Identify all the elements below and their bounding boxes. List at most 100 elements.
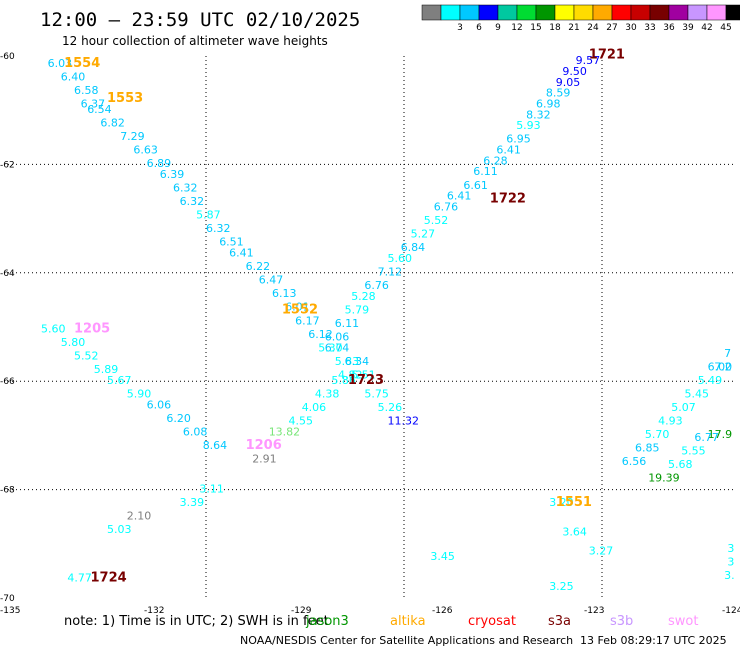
data-point-label: 9.57 [576,54,601,67]
data-point-label: 6.01 [285,301,310,314]
data-point-label: 9.50 [562,65,587,78]
data-point-label: 6.06 [325,331,350,344]
data-point-label: 4.82 [338,368,363,381]
legend-swatch [611,4,632,21]
data-point-label: 6.08 [183,425,208,438]
grid-lines [8,56,734,598]
data-point-label: 6.61 [463,179,488,192]
pass-number-label: 1724 [91,571,127,586]
data-point-label: 6.11 [335,317,360,330]
page-subtitle: 12 hour collection of altimeter wave hei… [62,34,328,48]
data-point-label: 6.51 [219,236,244,249]
pass-number-label: 1552 [282,302,318,317]
legend-label: 33 [644,23,655,33]
data-point-label: 6.47 [259,274,284,287]
data-point-label: 6.32 [206,222,231,235]
pass-number-label: 1722 [490,191,526,206]
data-point-label: 6.00 [708,360,733,373]
data-point-label: 13.82 [269,425,301,438]
data-point-label: 6.17 [295,314,320,327]
data-point-label: 19.39 [648,471,680,484]
data-point-label: 7.2 [714,360,732,373]
x-tick-label: -126 [432,606,453,616]
satellite-name: altika [390,614,426,629]
y-tick-label: -62 [0,160,15,170]
data-point-label: 8.64 [203,439,228,452]
legend-label: 30 [625,23,637,33]
data-point-label: 5.68 [668,458,693,471]
data-point-label: 3 [727,542,734,555]
data-point-label: 5.90 [127,387,152,400]
data-point-label: 5.67 [107,374,132,387]
data-point-label: 3.45 [430,550,455,563]
data-point-label: 5.45 [685,387,710,400]
data-point-label: 5.52 [74,350,99,363]
legend-swatch [497,4,518,21]
data-point-label: 17.9 [708,428,733,441]
data-point-label: 7.29 [120,130,145,143]
data-point-label: 5.86 [331,374,356,387]
data-point-label: 4.77 [67,572,92,585]
legend-swatch [516,4,537,21]
data-point-label: 5.79 [345,303,370,316]
satellite-name: jason3 [305,614,349,629]
legend-label: 9 [495,23,501,33]
data-point-label: 4.55 [289,415,314,428]
data-point-label: 4.93 [658,415,683,428]
data-point-label: 6.84 [401,241,426,254]
data-point-label: 2.10 [127,509,152,522]
legend-swatch [478,4,499,21]
y-tick-label: -66 [0,377,15,387]
x-tick-label: -123 [584,606,604,616]
data-point-label: 6.77 [694,431,719,444]
y-tick-label: -64 [0,269,15,279]
data-point-label: 6.76 [434,200,459,213]
data-point-label: 6.06 [147,398,172,411]
data-point-label: 3.64 [562,526,587,539]
data-point-label: 6.85 [635,442,660,455]
x-tick-label: -124 [722,606,740,616]
legend-swatch [554,4,575,21]
footer-credit: NOAA/NESDIS Center for Satellite Applica… [240,634,573,647]
legend-swatch [630,4,651,21]
data-point-label: 6.95 [506,133,531,146]
legend-label: 24 [587,23,599,33]
data-point-label: 6.82 [100,116,125,129]
legend-swatch [573,4,594,21]
legend-swatch [440,4,461,21]
pass-number-label: 1554 [64,56,100,71]
legend-label: 6 [476,23,482,33]
data-point-label: 3.25 [549,580,574,593]
data-point-label: 5.55 [681,444,706,457]
data-point-label: 6.41 [229,247,254,260]
legend-label: 27 [606,23,617,33]
satellite-name: s3a [548,614,571,629]
data-point-label: 6.20 [166,412,191,425]
x-tick-label: -135 [0,606,20,616]
legend-swatch [535,4,556,21]
data-point-label: 5.70 [645,428,670,441]
data-point-label: 8.32 [526,108,551,121]
data-point-label: 5.83 [335,355,360,368]
data-point-label: 5.93 [516,119,541,132]
note-text: note: 1) Time is in UTC; 2) SWH is in fe… [64,614,329,629]
data-point-label: 3 [727,555,734,568]
legend-label: 42 [701,23,712,33]
pass-number-label: 1723 [348,373,384,388]
data-point-label: 5.60 [388,252,413,265]
satellite-legend: jason3 altika cryosat s3a s3b swot [305,614,698,629]
data-point-label: 3.27 [589,545,614,558]
data-point-label: 8.59 [546,87,571,100]
pass-labels: 1554 1553 1552 1551 1205 1206 1721 1722 1723 1724 [64,48,625,586]
x-tick-label: -129 [291,606,312,616]
legend-label: 39 [682,23,694,33]
legend-label: 36 [663,23,675,33]
data-point-label: 3. [724,569,735,582]
pass-number-label: 1206 [246,438,282,453]
data-point-label: 6.32 [173,182,198,195]
color-legend: 36912151821242730333639424570(ft) [421,4,740,33]
data-point-label: 6.63 [133,144,158,157]
legend-swatch [459,4,480,21]
data-point-label: 6.03 [48,57,73,70]
